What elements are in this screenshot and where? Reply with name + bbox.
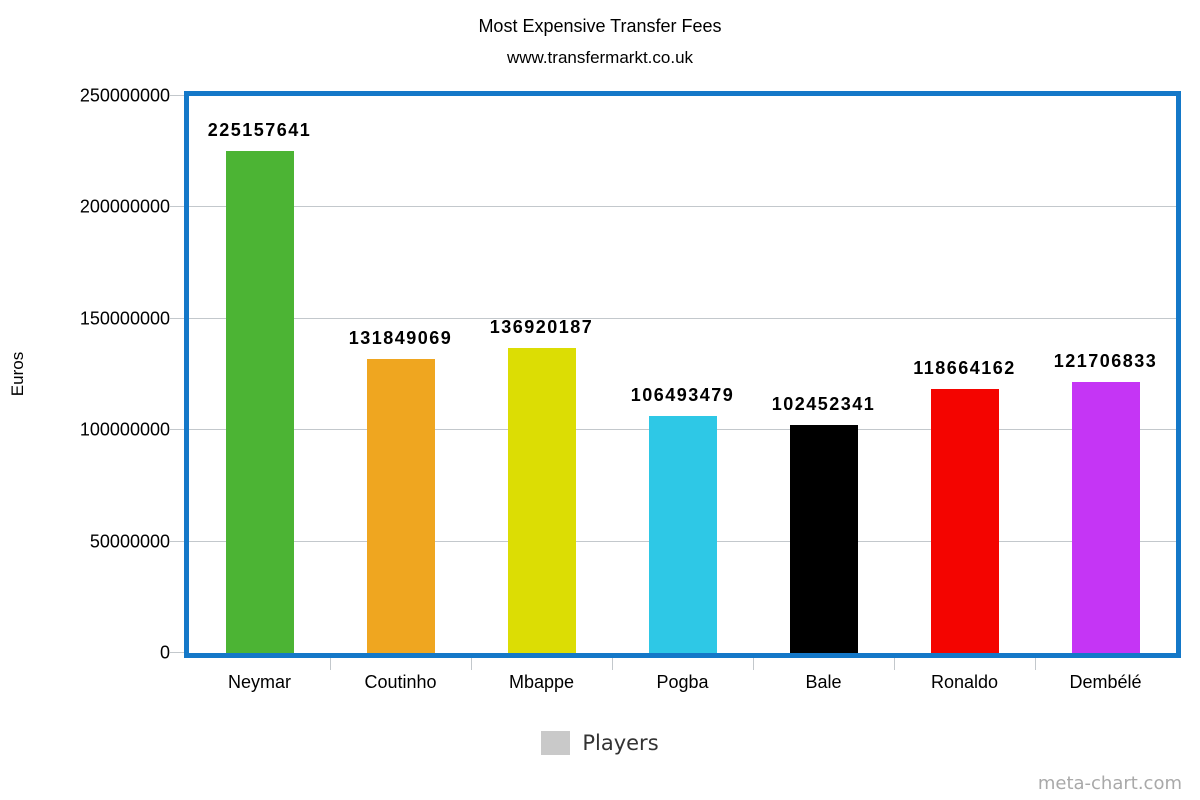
x-axis-tick	[471, 658, 472, 670]
bar-value-label: 118664162	[913, 357, 1016, 378]
bar-value-label: 102452341	[771, 393, 876, 414]
x-tick-label-dembélé: Dembélé	[1069, 672, 1142, 692]
y-tick-label: 250000000	[79, 85, 170, 106]
x-axis-tick	[753, 658, 754, 670]
gridline	[189, 317, 1176, 319]
bar-neymar	[225, 151, 294, 653]
bar-slot: 106493479	[612, 96, 753, 653]
bar-slot: 102452341	[753, 96, 894, 653]
y-tick-label: 150000000	[79, 308, 170, 329]
y-axis-tick	[170, 540, 184, 542]
y-tick-label: 0	[159, 642, 170, 663]
y-axis-tick	[170, 95, 184, 96]
y-tick-label: 50000000	[89, 531, 170, 552]
bar-pogba	[648, 415, 717, 653]
watermark: meta-chart.com	[1037, 773, 1182, 794]
x-axis-tick	[1035, 658, 1036, 670]
bar-bale	[789, 424, 858, 653]
plot-inner: 225157641 131849069 136920187 106493479 1024…	[170, 95, 1176, 670]
bar-coutinho	[366, 359, 435, 653]
legend: Players	[0, 731, 1200, 755]
x-axis-tick	[330, 658, 331, 670]
chart-subtitle: www.transfermarkt.co.uk	[506, 48, 694, 67]
x-tick-label-pogba: Pogba	[656, 672, 709, 692]
gridline	[189, 206, 1176, 208]
y-axis-tick	[170, 206, 184, 208]
x-tick-label-mbappe: Mbappe	[508, 672, 575, 692]
y-axis-tick	[170, 652, 184, 653]
y-axis-tick	[170, 317, 184, 319]
x-axis-tick	[612, 658, 613, 670]
y-axis-title: Euros	[8, 351, 27, 397]
x-tick-label-coutinho: Coutinho	[364, 672, 437, 692]
x-axis-tick	[894, 658, 895, 670]
bar-value-label: 136920187	[489, 316, 594, 337]
x-tick-label-neymar: Neymar	[227, 672, 292, 692]
x-tick-label-bale: Bale	[805, 672, 842, 692]
y-tick-label: 200000000	[79, 196, 170, 217]
y-tick-label: 100000000	[79, 419, 170, 440]
bar-slot: 121706833	[1035, 96, 1176, 653]
bar-slot: 131849069	[330, 96, 471, 653]
bar-ronaldo	[930, 388, 999, 653]
y-axis-tick	[170, 429, 184, 431]
legend-label: Players	[582, 731, 659, 755]
bar-slot: 225157641	[189, 96, 330, 653]
bar-value-label: 225157641	[207, 120, 312, 141]
bar-value-label: 121706833	[1053, 350, 1158, 371]
bar-slot: 118664162	[894, 96, 1035, 653]
x-tick-label-ronaldo: Ronaldo	[930, 672, 999, 692]
plot-area: 225157641 131849069 136920187 106493479 1024…	[170, 91, 1181, 670]
bar-value-label: 131849069	[348, 328, 453, 349]
bar-value-label: 106493479	[630, 384, 735, 405]
bar-dembélé	[1071, 381, 1140, 653]
bar-mbappe	[507, 347, 576, 653]
legend-swatch-icon	[541, 731, 571, 755]
chart-title: Most Expensive Transfer Fees	[478, 16, 722, 36]
bar-slot: 136920187	[471, 96, 612, 653]
